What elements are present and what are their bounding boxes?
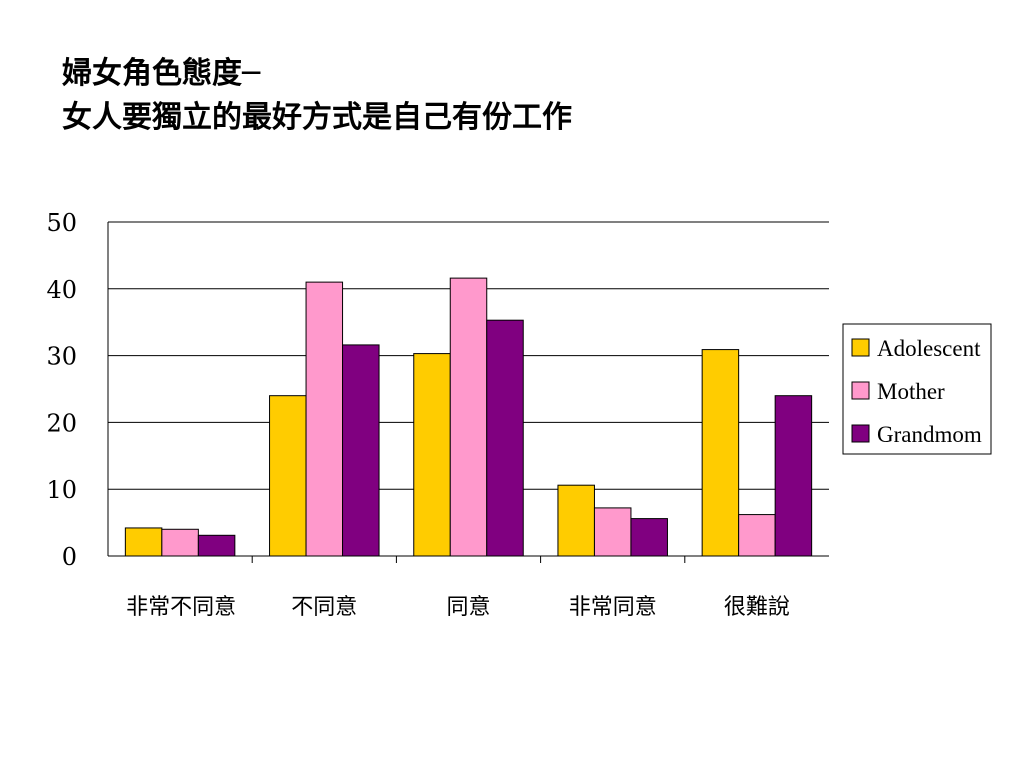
- y-tick-label: 10: [46, 476, 77, 504]
- x-category-label: 非常同意: [569, 595, 657, 620]
- x-category-label: 非常不同意: [126, 595, 236, 620]
- legend-label-grandmom: Grandmom: [877, 422, 982, 447]
- bar-grandmom: [486, 319, 524, 557]
- x-category-label: 很難說: [724, 595, 790, 620]
- bars: [124, 277, 813, 557]
- bar-grandmom: [774, 395, 813, 557]
- legend-swatch-mother: [851, 381, 870, 400]
- y-axis-ticks: 0 10 20 30 40 50: [46, 209, 77, 571]
- bar-grandmom: [342, 344, 380, 557]
- legend: Adolescent Mother Grandmom: [842, 323, 992, 455]
- bar-adolescent: [269, 395, 307, 557]
- bar-mother: [305, 281, 344, 557]
- legend-swatch-adolescent: [851, 338, 870, 357]
- x-category-label: 同意: [446, 595, 490, 620]
- bar-adolescent: [557, 484, 595, 557]
- legend-label-adolescent: Adolescent: [877, 336, 981, 361]
- bar-adolescent: [701, 349, 740, 557]
- legend-label-mother: Mother: [877, 379, 945, 404]
- y-tick-label: 0: [62, 543, 77, 571]
- bar-mother: [593, 507, 632, 557]
- legend-swatch-grandmom: [851, 424, 870, 443]
- bar-adolescent: [413, 353, 451, 557]
- x-category-label: 不同意: [291, 595, 357, 620]
- bar-grandmom: [630, 518, 668, 557]
- title-line-2: 女人要獨立的最好方式是自己有份工作: [62, 100, 572, 135]
- bar-adolescent: [124, 527, 163, 557]
- y-tick-label: 40: [46, 276, 77, 304]
- bar-mother: [449, 277, 488, 557]
- chart-title: 婦女角色態度─ 女人要獨立的最好方式是自己有份工作: [62, 52, 572, 140]
- bar-grandmom: [197, 534, 236, 557]
- y-tick-label: 30: [46, 343, 77, 371]
- x-axis-categories: 非常不同意 不同意 同意 非常同意 很難說: [126, 595, 790, 620]
- title-line-1: 婦女角色態度─: [62, 56, 261, 91]
- bar-mother: [738, 514, 776, 557]
- y-tick-label: 20: [46, 409, 77, 437]
- y-tick-label: 50: [46, 209, 77, 237]
- bar-mother: [161, 528, 199, 557]
